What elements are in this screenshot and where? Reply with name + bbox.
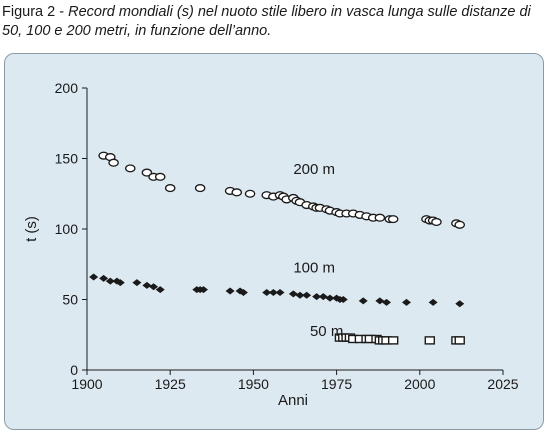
chart-axes: 0 50 100 150 200 1900 1925 1950 1975 2000 2025 bbox=[55, 80, 519, 392]
data-point-50m bbox=[454, 336, 465, 345]
data-point-200m bbox=[125, 164, 136, 173]
y-axis-title: t (s) bbox=[23, 216, 40, 242]
data-point-200m bbox=[387, 215, 399, 224]
series-200m-points bbox=[98, 151, 465, 229]
data-point-100m bbox=[142, 281, 152, 289]
data-point-50m bbox=[424, 336, 435, 345]
data-point-100m bbox=[325, 294, 335, 302]
data-point-100m bbox=[401, 298, 411, 306]
data-point-100m bbox=[302, 291, 312, 299]
y-tick-label: 200 bbox=[55, 80, 79, 96]
figure-caption: Figura 2 - Record mondiali (s) nel nuoto… bbox=[2, 3, 548, 41]
data-point-200m bbox=[164, 184, 176, 193]
data-point-200m bbox=[431, 217, 442, 227]
data-point-200m bbox=[108, 158, 119, 167]
chart-marks bbox=[89, 151, 465, 345]
x-tick-label: 1900 bbox=[71, 376, 102, 392]
data-point-100m bbox=[428, 298, 438, 306]
caption-lead: Figura 2 - bbox=[2, 4, 69, 20]
data-point-100m bbox=[149, 283, 159, 291]
data-point-100m bbox=[275, 288, 285, 296]
series-label-200m: 200 m bbox=[293, 161, 335, 178]
data-point-200m bbox=[374, 213, 386, 222]
y-tick-label: 100 bbox=[55, 221, 79, 237]
data-point-200m bbox=[141, 168, 153, 177]
data-point-200m bbox=[231, 188, 243, 197]
data-point-100m bbox=[132, 279, 142, 287]
data-point-50m bbox=[387, 336, 399, 345]
data-point-100m bbox=[238, 288, 248, 296]
caption-text: Record mondiali (s) nel nuoto stile libe… bbox=[2, 4, 531, 39]
data-point-100m bbox=[99, 274, 109, 282]
data-point-100m bbox=[198, 286, 208, 294]
data-point-100m bbox=[318, 293, 328, 301]
data-point-100m bbox=[375, 297, 385, 305]
series-label-50m: 50 m bbox=[310, 323, 343, 340]
y-tick-label: 50 bbox=[62, 292, 78, 308]
x-tick-label: 1925 bbox=[155, 376, 186, 392]
data-point-100m bbox=[338, 296, 348, 303]
data-point-100m bbox=[115, 279, 125, 287]
data-point-200m bbox=[194, 184, 206, 193]
x-tick-label: 1950 bbox=[238, 376, 269, 392]
chart-labels: 200 m 100 m 50 m bbox=[293, 161, 343, 340]
x-axis-title: Anni bbox=[278, 392, 308, 409]
series-100m-points bbox=[89, 273, 465, 308]
data-point-200m bbox=[454, 220, 465, 229]
data-point-100m bbox=[89, 273, 99, 281]
data-point-100m bbox=[268, 288, 278, 296]
data-point-200m bbox=[244, 189, 256, 198]
data-point-100m bbox=[155, 286, 165, 294]
data-point-100m bbox=[382, 298, 392, 306]
series-50m-points bbox=[334, 333, 465, 345]
y-tick-label: 0 bbox=[70, 362, 78, 378]
data-point-100m bbox=[358, 297, 368, 305]
data-point-100m bbox=[312, 293, 322, 301]
data-point-100m bbox=[455, 300, 465, 308]
data-point-200m bbox=[154, 172, 166, 181]
chart-panel bbox=[4, 53, 544, 430]
data-point-100m bbox=[295, 291, 305, 299]
data-point-100m bbox=[105, 277, 115, 285]
data-point-100m bbox=[288, 290, 298, 298]
data-point-100m bbox=[225, 287, 235, 295]
x-tick-label: 2000 bbox=[404, 376, 435, 392]
y-tick-label: 150 bbox=[55, 151, 79, 167]
x-tick-label: 1975 bbox=[321, 376, 352, 392]
data-point-100m bbox=[262, 288, 272, 296]
series-label-100m: 100 m bbox=[293, 260, 335, 277]
x-tick-label: 2025 bbox=[487, 376, 518, 392]
